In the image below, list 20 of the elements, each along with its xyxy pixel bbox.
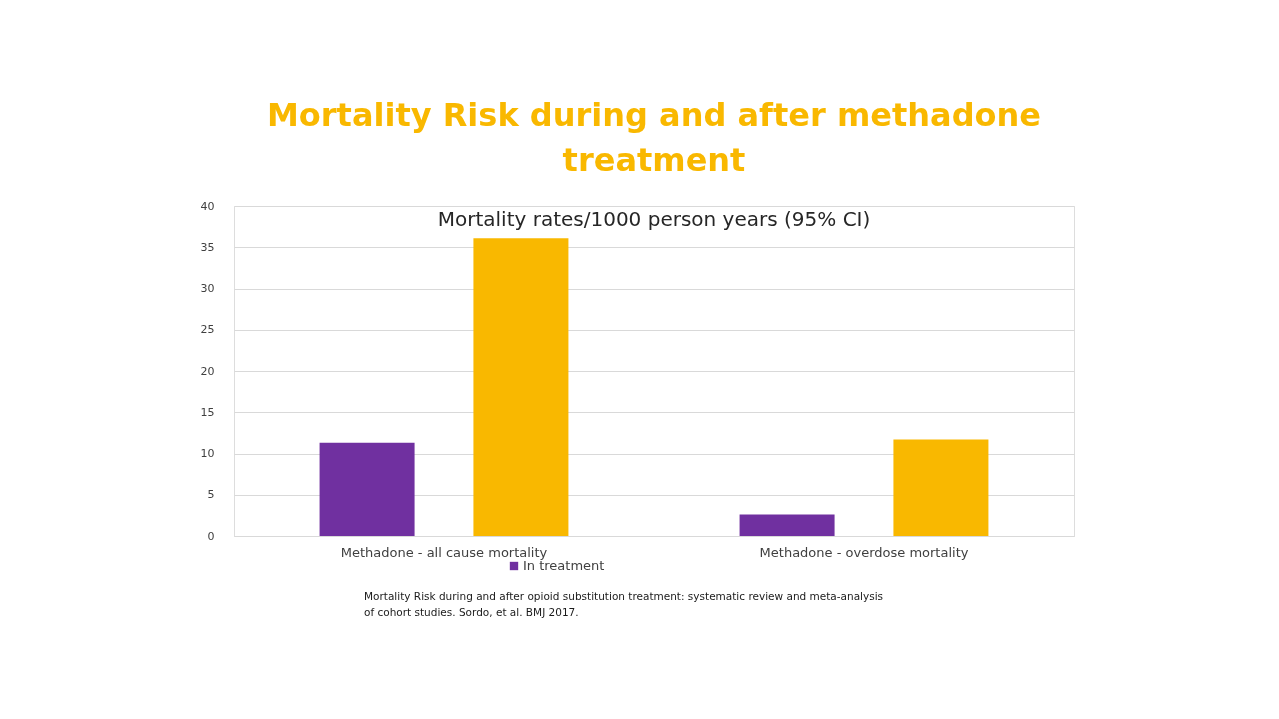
bar [319, 442, 415, 536]
text: treatment [562, 141, 746, 179]
chart-subtitle: Mortality rates/1000 person years (95% CI) [437, 207, 871, 231]
y-tick-label: 30 [200, 282, 215, 295]
y-tick-label: 15 [200, 405, 215, 419]
text: Mortality Risk during and after opioid substitution treatment: systematic review and meta-analysis of cohort studies. Sordo, et al. BMJ 2017. [364, 590, 884, 618]
y-tick-label: 5 [207, 488, 215, 502]
y-tick-label: 25 [200, 323, 215, 337]
y-tick-label: 20 [200, 364, 215, 378]
bar [739, 514, 835, 536]
x-tick-label: Methadone - overdose mortality [759, 544, 969, 560]
x-tick-label: Methadone - all cause mortality [340, 544, 548, 560]
text: Mortality Risk during and after methadone [266, 96, 1042, 134]
bar [473, 238, 569, 536]
bar [893, 439, 989, 536]
y-tick-label: 40 [200, 199, 215, 213]
legend-label: In treatment [523, 558, 605, 573]
y-tick-label: 0 [207, 529, 215, 543]
y-tick-label: 35 [200, 240, 215, 254]
y-tick-label: 10 [200, 447, 215, 460]
